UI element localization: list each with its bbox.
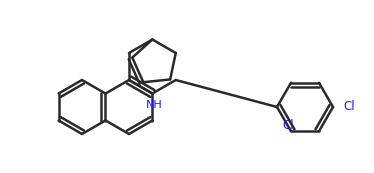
Text: Cl: Cl: [282, 119, 294, 132]
Text: Cl: Cl: [343, 101, 355, 113]
Text: NH: NH: [146, 99, 163, 110]
